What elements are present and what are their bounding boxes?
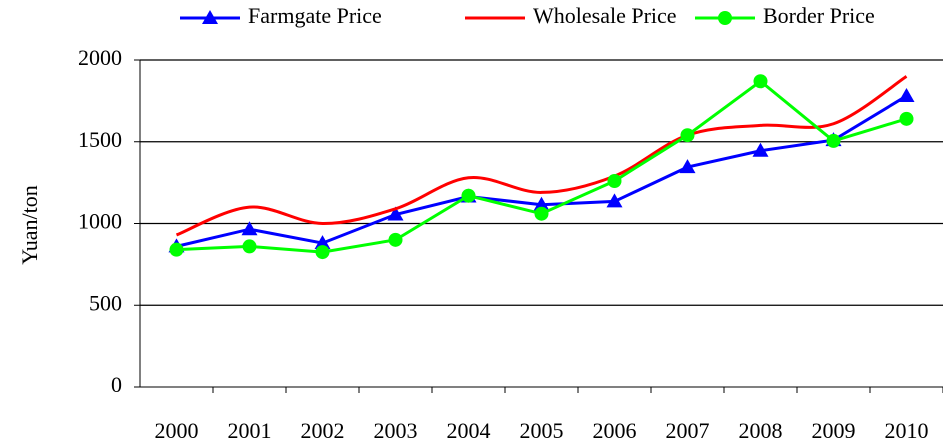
y-tick-label: 500 xyxy=(89,290,122,315)
x-tick-label: 2006 xyxy=(593,418,637,443)
legend-label: Border Price xyxy=(763,3,875,28)
y-tick-label: 1500 xyxy=(78,127,122,152)
x-tick-label: 2004 xyxy=(447,418,491,443)
y-axis-label: Yuan/ton xyxy=(17,185,42,264)
marker xyxy=(315,245,330,260)
marker xyxy=(898,87,915,102)
y-tick-label: 2000 xyxy=(78,45,122,70)
marker xyxy=(899,111,914,126)
marker xyxy=(387,206,404,221)
marker xyxy=(169,242,184,257)
marker xyxy=(718,11,732,25)
marker xyxy=(461,188,476,203)
x-tick-label: 2000 xyxy=(155,418,199,443)
x-tick-label: 2010 xyxy=(885,418,929,443)
series xyxy=(175,75,908,237)
marker xyxy=(752,142,769,157)
marker xyxy=(679,159,696,174)
marker xyxy=(533,196,550,211)
line xyxy=(176,79,907,254)
marker xyxy=(753,74,768,89)
series xyxy=(169,74,914,260)
x-tick-label: 2009 xyxy=(812,418,856,443)
line xyxy=(175,75,908,237)
x-tick-label: 2007 xyxy=(666,418,710,443)
marker xyxy=(534,206,549,221)
marker xyxy=(607,173,622,188)
legend-label: Wholesale Price xyxy=(533,3,677,28)
marker xyxy=(680,128,695,143)
legend-label: Farmgate Price xyxy=(248,3,382,28)
marker xyxy=(242,239,257,254)
y-tick-label: 1000 xyxy=(78,209,122,234)
y-tick-label: 0 xyxy=(111,372,122,397)
x-tick-label: 2001 xyxy=(228,418,272,443)
marker xyxy=(241,221,258,236)
x-tick-label: 2005 xyxy=(520,418,564,443)
marker xyxy=(606,193,623,208)
marker xyxy=(388,232,403,247)
marker xyxy=(314,235,331,250)
x-tick-label: 2003 xyxy=(374,418,418,443)
marker xyxy=(826,133,841,148)
marker xyxy=(202,10,218,24)
x-tick-label: 2008 xyxy=(739,418,783,443)
x-tick-label: 2002 xyxy=(301,418,345,443)
series xyxy=(168,87,915,253)
